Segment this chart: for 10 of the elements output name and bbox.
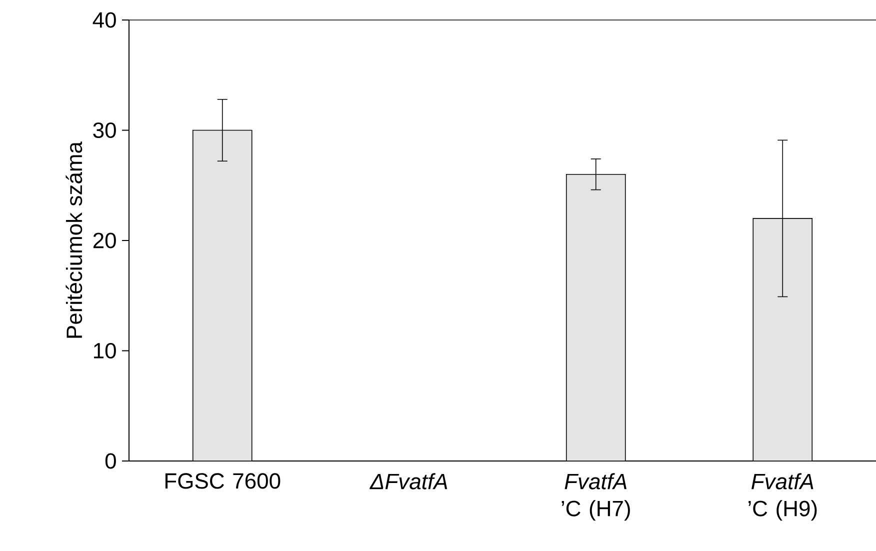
x-tick-label: FvatfA ’C (H7) <box>562 473 630 521</box>
y-axis-title: Peritéciumok száma <box>66 142 82 338</box>
y-tick-label: 0 <box>105 453 116 469</box>
y-tick-label: 40 <box>92 12 116 28</box>
x-tick-label: ΔFvatfA <box>370 473 448 490</box>
y-tick-label: 30 <box>93 122 116 138</box>
y-tick-label: 20 <box>93 232 116 248</box>
x-tick-label: FGSC 7600 <box>165 473 280 489</box>
y-tick-label: 10 <box>94 342 116 359</box>
x-tick-label: FvatfA ’C (H9) <box>748 473 817 521</box>
